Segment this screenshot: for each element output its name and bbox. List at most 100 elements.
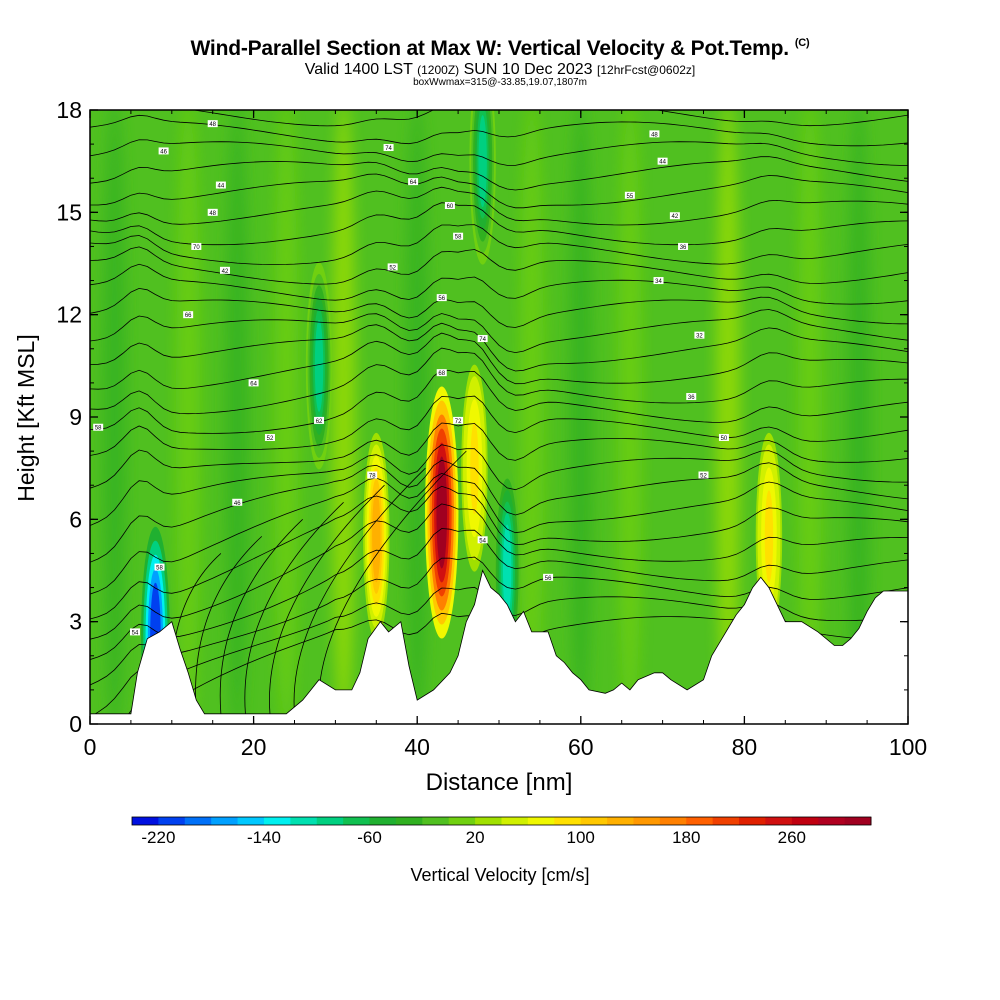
isentrope-label-text: 70 xyxy=(193,245,200,251)
isentrope-line xyxy=(90,332,908,390)
isentrope-line xyxy=(90,139,908,166)
colorbar-swatch xyxy=(448,817,476,825)
isentrope-label-text: 74 xyxy=(385,146,392,152)
isentrope-label-text: 68 xyxy=(438,371,445,377)
colorbar-swatch xyxy=(422,817,450,825)
isentrope-label-text: 36 xyxy=(688,395,695,401)
y-tick-label: 0 xyxy=(69,711,82,737)
y-axis-label: Height [Kft MSL] xyxy=(13,334,39,501)
isentrope-label-text: 58 xyxy=(95,426,102,432)
isentrope-label-bg xyxy=(383,144,394,152)
terrain-outline xyxy=(90,569,908,715)
isentrope-label-bg xyxy=(698,471,709,479)
isentrope-label-bg xyxy=(408,178,419,186)
isentrope-label-bg xyxy=(129,628,140,636)
field-band xyxy=(102,110,127,724)
valid-time: Valid 1400 LST xyxy=(304,61,413,78)
isentrope-label-bg xyxy=(232,498,243,506)
isentrope-label-bg xyxy=(657,157,668,165)
isentrope-label-bg xyxy=(649,130,660,138)
isentrope-label-bg xyxy=(219,266,230,274)
colorbar-swatch xyxy=(765,817,793,825)
isentrope-label-text: 32 xyxy=(696,334,703,340)
isentrope-label: 62 xyxy=(314,416,325,425)
colorbar-tick-label: 180 xyxy=(672,828,700,847)
field-band xyxy=(846,110,871,724)
x-tick-label: 100 xyxy=(889,734,927,760)
field-band xyxy=(331,110,356,724)
isentrope-label-text: 60 xyxy=(447,204,454,210)
colorbar-swatch xyxy=(211,817,239,825)
isentrope-label-bg xyxy=(624,191,635,199)
isentrope-label-bg xyxy=(444,202,455,210)
isentrope-line xyxy=(90,173,908,209)
isentrope-label: 42 xyxy=(669,212,680,220)
isentrope-label-text: 62 xyxy=(316,419,323,425)
isentrope-label: 48 xyxy=(649,130,660,138)
chart-subtitle: Valid 1400 LST (1200Z) SUN 10 Dec 2023 [… xyxy=(0,61,1000,79)
isentrope-label: 50 xyxy=(718,433,729,442)
x-tick-label: 40 xyxy=(404,734,430,760)
colorbar-swatch xyxy=(739,817,766,825)
isentrope-label-bg xyxy=(314,416,325,424)
colorbar-swatch xyxy=(237,817,265,825)
isentrope-label-bg xyxy=(215,181,226,189)
isentrope-label: 44 xyxy=(215,181,226,190)
x-tick-label: 60 xyxy=(568,734,594,760)
isentrope-label: 78 xyxy=(367,471,378,479)
isentrope-label: 52 xyxy=(387,263,398,271)
isentrope-label-bg xyxy=(154,563,165,571)
y-tick-label: 6 xyxy=(69,506,82,532)
terrain-mask xyxy=(90,570,908,724)
isentrope-label-text: 72 xyxy=(455,419,462,425)
velocity-feature-layer xyxy=(764,490,774,583)
isentrope-line xyxy=(90,444,908,526)
isentrope-label-text: 34 xyxy=(655,279,662,285)
colorbar-swatch xyxy=(712,817,740,825)
isentrope-label-bg xyxy=(207,208,218,216)
isentrope-label: 36 xyxy=(678,242,689,251)
field-band xyxy=(617,110,642,724)
colorbar-label: Vertical Velocity [cm/s] xyxy=(410,865,589,885)
chart-title-text: Wind-Parallel Section at Max W: Vertical… xyxy=(190,37,790,60)
isentrope-line xyxy=(90,503,908,640)
colorbar-swatch xyxy=(158,817,186,825)
colorbar-swatch xyxy=(659,817,687,825)
field-band xyxy=(405,110,430,724)
isentrope-label-text: 36 xyxy=(680,245,687,251)
x-tick-label: 20 xyxy=(241,734,267,760)
colorbar-swatch xyxy=(343,817,371,825)
isentrope-line xyxy=(90,246,908,285)
isentrope-label-text: 52 xyxy=(700,473,707,479)
isentrope-label-text: 42 xyxy=(222,269,229,275)
colorbar-swatch xyxy=(475,817,502,825)
isentrope-label-text: 50 xyxy=(721,436,728,442)
isentrope-label-text: 58 xyxy=(455,235,462,241)
isentrope-label: 64 xyxy=(248,379,259,387)
field-band xyxy=(225,110,250,724)
colorbar-swatch xyxy=(527,817,555,825)
isentrope-label: 72 xyxy=(453,416,464,425)
isentrope-label: 68 xyxy=(436,369,447,377)
isentrope-line xyxy=(90,556,908,686)
isentrope-line xyxy=(90,309,908,354)
isentrope-label: 56 xyxy=(436,294,447,302)
colorbar-swatch xyxy=(369,817,397,825)
isentrope-label-text: 54 xyxy=(132,630,139,636)
isentrope-line xyxy=(90,287,908,328)
isentrope-label-bg xyxy=(686,393,697,401)
colorbar: -220 -140 -60 20 100 180 260 xyxy=(131,816,872,847)
isentrope-label-bg xyxy=(669,212,680,220)
x-tick-label: 0 xyxy=(84,734,97,760)
isentrope-line xyxy=(90,224,908,265)
isentrope-label-text: 46 xyxy=(160,149,167,155)
isentrope-line xyxy=(90,485,908,620)
isentrope-label: 58 xyxy=(93,423,104,432)
isentrope-label-bg xyxy=(436,369,447,377)
isentrope-label-bg xyxy=(248,379,259,387)
isentrope-label-bg xyxy=(453,232,464,240)
copyright-mark: (C) xyxy=(794,37,810,49)
isentrope-label-text: 78 xyxy=(369,473,376,479)
isentrope-label: 48 xyxy=(207,208,218,217)
